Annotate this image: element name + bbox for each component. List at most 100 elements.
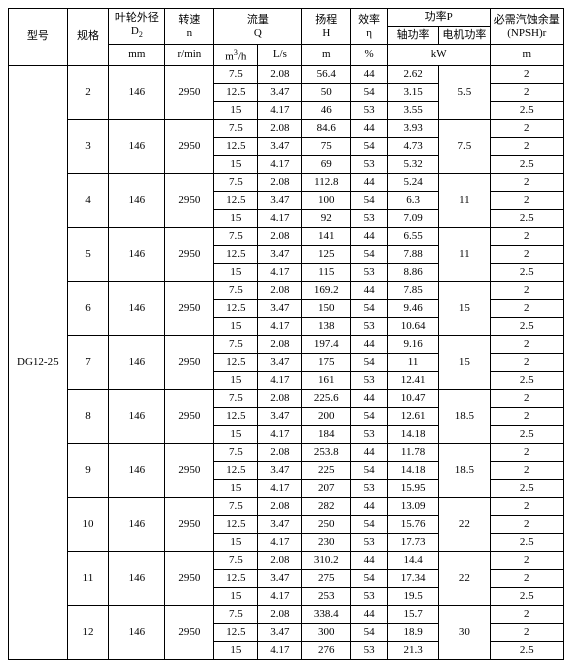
cell-qm3h: 12.5 — [214, 353, 258, 371]
cell-n: 2950 — [165, 65, 214, 119]
cell-pshaft: 3.93 — [387, 119, 438, 137]
cell-pshaft: 15.95 — [387, 479, 438, 497]
cell-pmotor: 18.5 — [439, 443, 490, 497]
cell-npsh: 2 — [490, 281, 563, 299]
table-header: 型号 规格 叶轮外径 D2 转速 n 流量 Q 扬程 H 效率 η 功率P — [9, 9, 564, 66]
hdr-q: 流量 Q — [214, 9, 302, 45]
cell-npsh: 2 — [490, 83, 563, 101]
cell-pshaft: 18.9 — [387, 623, 438, 641]
cell-eff: 44 — [351, 281, 388, 299]
cell-npsh: 2 — [490, 299, 563, 317]
cell-pshaft: 17.34 — [387, 569, 438, 587]
cell-eff: 44 — [351, 443, 388, 461]
cell-n: 2950 — [165, 551, 214, 605]
table-row: 914629507.52.08253.84411.7818.52 — [9, 443, 564, 461]
cell-eff: 44 — [351, 335, 388, 353]
cell-eff: 44 — [351, 65, 388, 83]
table-row: 414629507.52.08112.8445.24112 — [9, 173, 564, 191]
cell-qls: 4.17 — [258, 371, 302, 389]
cell-eff: 53 — [351, 641, 388, 659]
cell-qls: 4.17 — [258, 425, 302, 443]
cell-qls: 4.17 — [258, 263, 302, 281]
cell-spec: 8 — [67, 389, 109, 443]
cell-eff: 44 — [351, 227, 388, 245]
cell-pshaft: 14.18 — [387, 461, 438, 479]
cell-qls: 2.08 — [258, 389, 302, 407]
cell-pmotor: 18.5 — [439, 389, 490, 443]
cell-eff: 53 — [351, 317, 388, 335]
cell-d2: 146 — [109, 119, 165, 173]
cell-d2: 146 — [109, 551, 165, 605]
cell-h: 275 — [302, 569, 351, 587]
cell-d2: 146 — [109, 335, 165, 389]
cell-qls: 4.17 — [258, 479, 302, 497]
hdr-h-sym: H — [322, 27, 330, 39]
cell-h: 161 — [302, 371, 351, 389]
cell-eff: 54 — [351, 623, 388, 641]
cell-npsh: 2.5 — [490, 425, 563, 443]
hdr-model: 型号 — [9, 9, 68, 66]
cell-qls: 2.08 — [258, 443, 302, 461]
cell-qm3h: 12.5 — [214, 515, 258, 533]
cell-qls: 3.47 — [258, 353, 302, 371]
cell-h: 100 — [302, 191, 351, 209]
cell-h: 282 — [302, 497, 351, 515]
cell-qls: 2.08 — [258, 551, 302, 569]
cell-h: 84.6 — [302, 119, 351, 137]
unit-m: m — [302, 45, 351, 66]
table-row: 814629507.52.08225.64410.4718.52 — [9, 389, 564, 407]
cell-pshaft: 3.15 — [387, 83, 438, 101]
cell-eff: 44 — [351, 551, 388, 569]
unit-kw: kW — [387, 45, 490, 66]
cell-npsh: 2 — [490, 551, 563, 569]
hdr-d2: 叶轮外径 D2 — [109, 9, 165, 45]
cell-pshaft: 14.18 — [387, 425, 438, 443]
cell-eff: 44 — [351, 497, 388, 515]
cell-h: 250 — [302, 515, 351, 533]
cell-npsh: 2.5 — [490, 533, 563, 551]
cell-qm3h: 15 — [214, 641, 258, 659]
cell-qm3h: 7.5 — [214, 443, 258, 461]
cell-qls: 3.47 — [258, 461, 302, 479]
cell-pshaft: 3.55 — [387, 101, 438, 119]
cell-qm3h: 12.5 — [214, 407, 258, 425]
cell-pmotor: 11 — [439, 227, 490, 281]
cell-qls: 4.17 — [258, 641, 302, 659]
cell-qls: 4.17 — [258, 101, 302, 119]
cell-qm3h: 12.5 — [214, 245, 258, 263]
cell-qm3h: 7.5 — [214, 389, 258, 407]
cell-pshaft: 12.61 — [387, 407, 438, 425]
hdr-p-motor: 电机功率 — [439, 27, 490, 45]
cell-eff: 54 — [351, 137, 388, 155]
cell-n: 2950 — [165, 605, 214, 659]
cell-qm3h: 7.5 — [214, 65, 258, 83]
cell-qm3h: 7.5 — [214, 227, 258, 245]
cell-spec: 11 — [67, 551, 109, 605]
cell-n: 2950 — [165, 443, 214, 497]
cell-npsh: 2 — [490, 569, 563, 587]
cell-pshaft: 9.16 — [387, 335, 438, 353]
cell-eff: 44 — [351, 119, 388, 137]
cell-h: 169.2 — [302, 281, 351, 299]
cell-qls: 4.17 — [258, 533, 302, 551]
cell-spec: 4 — [67, 173, 109, 227]
cell-qls: 4.17 — [258, 155, 302, 173]
cell-d2: 146 — [109, 227, 165, 281]
cell-h: 253.8 — [302, 443, 351, 461]
cell-pshaft: 6.55 — [387, 227, 438, 245]
cell-n: 2950 — [165, 227, 214, 281]
unit-pct: % — [351, 45, 388, 66]
cell-spec: 9 — [67, 443, 109, 497]
cell-h: 92 — [302, 209, 351, 227]
cell-qls: 3.47 — [258, 137, 302, 155]
cell-pshaft: 15.76 — [387, 515, 438, 533]
cell-eff: 54 — [351, 245, 388, 263]
cell-pshaft: 11 — [387, 353, 438, 371]
cell-qm3h: 15 — [214, 209, 258, 227]
cell-spec: 7 — [67, 335, 109, 389]
cell-h: 150 — [302, 299, 351, 317]
cell-eff: 54 — [351, 461, 388, 479]
cell-eff: 54 — [351, 515, 388, 533]
cell-pshaft: 5.32 — [387, 155, 438, 173]
cell-qls: 3.47 — [258, 245, 302, 263]
